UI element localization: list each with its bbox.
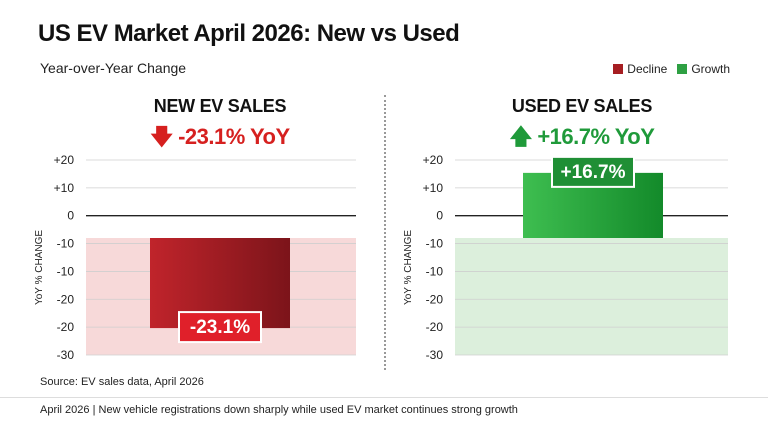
panel-change-used-text: +16.7% YoY (537, 124, 655, 149)
panel-change-new: 🡇 -23.1% YoY (100, 120, 340, 158)
arrow-down-icon: 🡇 (150, 124, 173, 149)
y-tick-label-used: -20 (426, 320, 444, 334)
y-tick-label-new: 0 (67, 209, 74, 223)
source-note: Source: EV sales data, April 2026 (40, 376, 204, 388)
data-label-new: -23.1% (190, 317, 250, 338)
panel-change-new-text: -23.1% YoY (178, 124, 290, 149)
legend: Decline Growth (613, 62, 730, 76)
footer-divider (0, 397, 768, 398)
chart-title: US EV Market April 2026: New vs Used (38, 20, 460, 47)
legend-swatch-decline (613, 64, 624, 74)
data-label-box-used (551, 155, 635, 188)
data-label-used: +16.7% (561, 162, 626, 183)
legend-swatch-growth (677, 64, 688, 74)
chart-subtitle: Year-over-Year Change (40, 60, 187, 76)
y-tick-label-used: +10 (423, 181, 444, 195)
y-tick-label-used: -10 (426, 264, 444, 278)
y-tick-label-new: +10 (54, 181, 75, 195)
y-tick-label-new: +20 (54, 153, 75, 167)
y-tick-label-used: 0 (436, 209, 443, 223)
legend-label-growth: Growth (691, 62, 730, 76)
y-axis-label-new: YoY % CHANGE (34, 230, 45, 305)
y-tick-label-used: -30 (426, 348, 444, 362)
panel-title-used: USED EV SALES (511, 96, 653, 116)
y-tick-label-used: -20 (426, 292, 444, 306)
y-axis-label-used: YoY % CHANGE (403, 230, 414, 305)
y-tick-label-used: -10 (426, 237, 444, 251)
panel-change-used: 🡅 +16.7% YoY (462, 120, 702, 158)
legend-label-decline: Decline (627, 62, 668, 76)
y-tick-label-new: -20 (57, 320, 75, 334)
legend-item-growth: Growth (677, 62, 730, 76)
y-tick-label-new: -10 (57, 264, 75, 278)
arrow-up-icon: 🡅 (509, 124, 533, 149)
plot-background-used (455, 238, 728, 355)
panel-title-new: NEW EV SALES (153, 96, 287, 116)
data-label-box-new (178, 311, 262, 344)
footer-caption: April 2026 | New vehicle registrations d… (40, 404, 518, 416)
y-tick-label-new: -30 (57, 348, 75, 362)
y-tick-label-new: -10 (57, 237, 75, 251)
panel-divider (384, 95, 386, 370)
y-tick-label-used: +20 (423, 153, 444, 167)
y-tick-label-new: -20 (57, 292, 75, 306)
legend-item-decline: Decline (613, 62, 667, 76)
